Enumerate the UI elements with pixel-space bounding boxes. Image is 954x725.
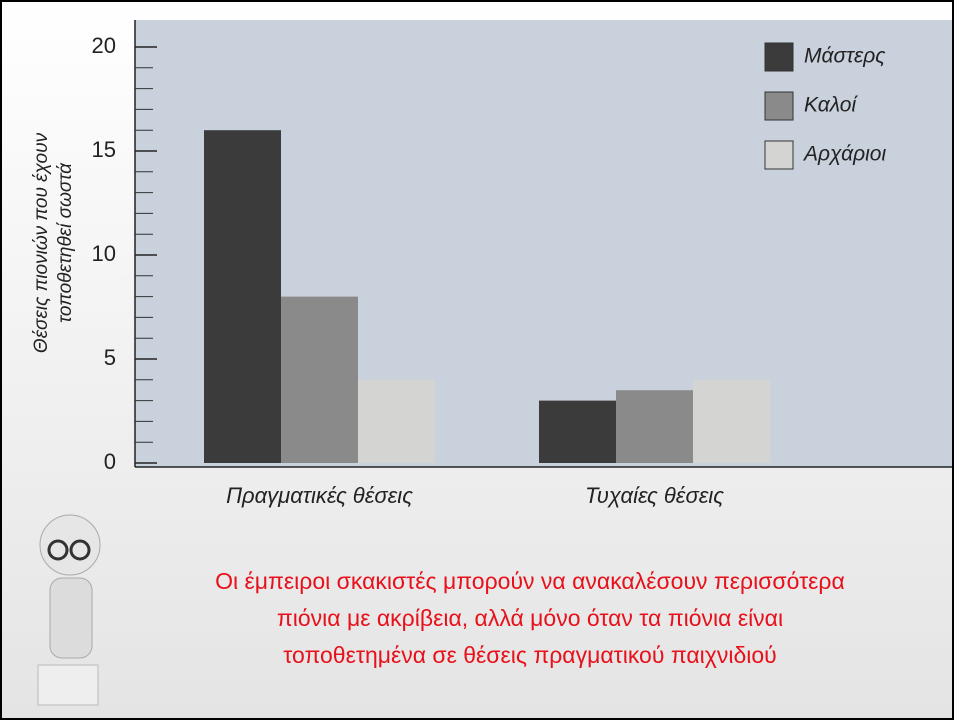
x-tick-label: Πραγματικές θέσεις: [226, 483, 413, 508]
y-axis-title: Θέσεις πιονιών που έχουν: [31, 132, 52, 353]
bar: [358, 379, 435, 463]
bar: [204, 130, 281, 463]
bar: [693, 379, 770, 463]
legend-label: Αρχάριοι: [802, 143, 886, 166]
legend-swatch: [764, 42, 794, 72]
caption: Οι έμπειροι σκακιστές μπορούν να ανακαλέ…: [215, 568, 845, 594]
bar: [616, 390, 693, 463]
legend-swatch: [764, 140, 794, 170]
y-tick-label: 20: [92, 33, 116, 58]
legend-label: Μάστερς: [804, 45, 886, 68]
y-tick-label: 5: [104, 345, 116, 370]
caption: τοποθετημένα σε θέσεις πραγματικού παιχν…: [283, 642, 776, 668]
figure-icon: [37, 514, 101, 706]
y-tick-label: 0: [104, 449, 116, 474]
legend-label: Καλοί: [804, 94, 858, 117]
y-tick-label: 15: [92, 137, 116, 162]
caption: πιόνια με ακρίβεια, αλλά μόνο όταν τα πι…: [277, 605, 783, 631]
bar: [281, 296, 358, 463]
bar: [539, 400, 616, 463]
legend-swatch: [764, 91, 794, 121]
x-tick-label: Τυχαίες θέσεις: [585, 483, 724, 508]
y-axis-title: τοποθετηθεί σωστά: [55, 162, 76, 323]
y-tick-label: 10: [92, 241, 116, 266]
